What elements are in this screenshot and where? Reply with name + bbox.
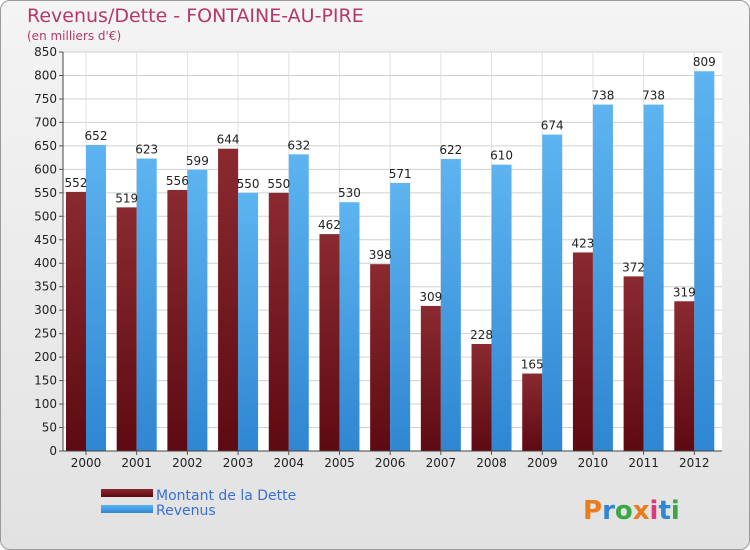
bar-dette-2004 [268, 192, 289, 451]
data-label: 556 [166, 174, 189, 188]
bar-revenus-2012 [694, 71, 715, 451]
data-label: 738 [591, 89, 614, 103]
data-label: 599 [186, 154, 209, 168]
legend-swatch-debt [101, 489, 153, 497]
data-label: 462 [318, 218, 341, 232]
data-label: 550 [267, 177, 290, 191]
y-tick-label: 100 [34, 397, 57, 411]
legend-label-revenus: Revenus [156, 503, 216, 519]
y-tick-label: 400 [34, 256, 57, 270]
x-tick-label: 2004 [273, 456, 304, 470]
bar-dette-2011 [623, 276, 644, 451]
chart-subtitle: (en milliers d'€) [27, 29, 122, 43]
data-label: 423 [571, 236, 594, 250]
bar-revenus-2007 [440, 159, 461, 451]
x-tick-label: 2007 [426, 456, 457, 470]
bar-revenus-2002 [187, 169, 208, 451]
data-label: 674 [541, 119, 564, 133]
data-label: 622 [439, 143, 462, 157]
bar-dette-2001 [116, 207, 137, 451]
bar-revenus-2000 [86, 144, 106, 451]
bar-dette-2008 [471, 343, 492, 451]
x-tick-label: 2009 [527, 456, 558, 470]
data-label: 644 [217, 133, 240, 147]
y-tick-label: 600 [34, 162, 57, 176]
data-label: 519 [115, 191, 138, 205]
x-tick-label: 2005 [324, 456, 355, 470]
x-tick-label: 2012 [679, 456, 710, 470]
data-label: 552 [65, 176, 88, 190]
data-label: 809 [693, 55, 716, 69]
x-tick-label: 2006 [375, 456, 406, 470]
x-tick-label: 2000 [71, 456, 102, 470]
data-label: 530 [338, 186, 361, 200]
bars [66, 71, 715, 452]
data-label: 372 [622, 260, 645, 274]
labels: 0 50 100 150 200 250 300 350 400 450 500 550 600 650 7… [34, 45, 722, 470]
y-tick-label: 750 [34, 92, 57, 106]
data-label: 632 [287, 138, 310, 152]
bar-dette-2003 [218, 148, 239, 451]
y-tick-label: 250 [34, 327, 57, 341]
y-tick-label: 650 [34, 139, 57, 153]
y-tick-label: 300 [34, 303, 57, 317]
x-tick-label: 2001 [121, 456, 152, 470]
bar-dette-2010 [572, 252, 593, 451]
y-tick-label: 0 [49, 444, 57, 458]
data-label: 550 [237, 177, 260, 191]
bar-dette-2012 [674, 301, 695, 451]
bar-revenus-2003 [238, 192, 259, 451]
bar-revenus-2006 [390, 182, 411, 451]
data-label: 398 [369, 248, 392, 262]
x-tick-label: 2010 [578, 456, 609, 470]
data-label: 652 [85, 129, 108, 143]
data-label: 738 [642, 89, 665, 103]
data-label: 309 [419, 290, 442, 304]
data-label: 165 [521, 358, 544, 372]
bar-dette-2006 [370, 264, 391, 451]
bar-dette-2002 [167, 190, 188, 451]
legend: Montant de la Dette Revenus [101, 488, 296, 519]
svg-text:Proxiti: Proxiti [583, 496, 680, 526]
bar-revenus-2008 [491, 164, 512, 452]
bar-revenus-2001 [136, 158, 157, 452]
bar-dette-2007 [420, 305, 441, 451]
y-tick-label: 50 [42, 421, 57, 435]
bar-dette-2000 [66, 191, 86, 451]
legend-swatch-revenus [101, 505, 153, 513]
data-label: 571 [389, 167, 412, 181]
x-tick-label: 2011 [628, 456, 659, 470]
legend-label-debt: Montant de la Dette [156, 488, 296, 504]
x-tick-label: 2008 [476, 456, 507, 470]
x-tick-label: 2002 [172, 456, 203, 470]
bar-revenus-2005 [339, 202, 360, 451]
bar-revenus-2011 [643, 104, 664, 451]
chart-title: Revenus/Dette - FONTAINE-AU-PIRE [27, 5, 364, 27]
proxiti-logo: Proxiti [583, 496, 680, 526]
bar-revenus-2004 [288, 154, 309, 451]
y-tick-label: 550 [34, 186, 57, 200]
y-tick-label: 850 [34, 45, 57, 59]
y-tick-label: 200 [34, 350, 57, 364]
y-tick-label: 500 [34, 209, 57, 223]
bar-revenus-2010 [592, 104, 613, 451]
data-label: 623 [135, 143, 158, 157]
y-tick-label: 800 [34, 68, 57, 82]
y-tick-label: 450 [34, 233, 57, 247]
x-tick-label: 2003 [223, 456, 254, 470]
y-tick-label: 350 [34, 280, 57, 294]
y-tick-label: 150 [34, 374, 57, 388]
data-label: 610 [490, 149, 513, 163]
bar-revenus-2009 [542, 134, 563, 452]
data-label: 319 [673, 285, 696, 299]
y-tick-label: 700 [34, 115, 57, 129]
bar-dette-2005 [319, 234, 340, 451]
bar-dette-2009 [522, 373, 543, 451]
data-label: 228 [470, 328, 493, 342]
